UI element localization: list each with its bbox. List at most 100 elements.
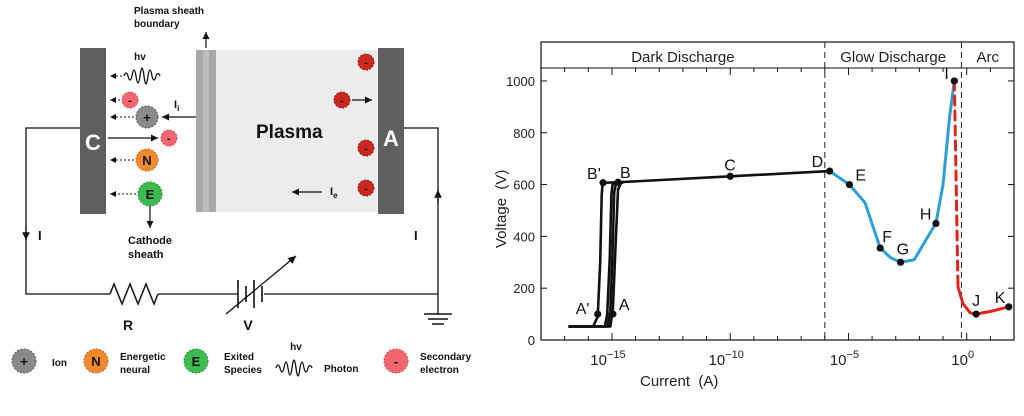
- point-label-5: D: [812, 154, 824, 171]
- point-marker-6: [845, 180, 854, 189]
- y-tick-label-2: 400: [513, 229, 535, 244]
- discharge-schematic: C A Plasma Plasma sheath boundary hv - +…: [22, 6, 452, 333]
- chart-series: [568, 79, 1011, 328]
- point-marker-4: [726, 172, 734, 180]
- legend-electron-label-line2: electron: [420, 365, 459, 376]
- x-tick-label-3: 100: [951, 349, 974, 369]
- neutral-particle-icon: [135, 148, 159, 172]
- point-label-12: K: [995, 290, 1006, 307]
- point-label-0: A': [576, 301, 590, 318]
- legend-electron-label-line1: Secondary: [420, 352, 472, 363]
- ground-icon: [424, 294, 452, 325]
- legend-photon-icon: [275, 359, 313, 377]
- y-tick-label-0: 0: [528, 333, 535, 348]
- point-marker-9: [932, 219, 940, 228]
- x-axis-label: Current (A): [640, 373, 718, 390]
- anode-electron-symbol-1: -: [364, 58, 367, 69]
- cathode-sheath-label-line1: Cathode: [128, 235, 172, 247]
- emitted-electron-icon: [160, 129, 178, 147]
- point-marker-5: [826, 167, 834, 175]
- photon-wave-icon: [123, 67, 161, 85]
- chart-points: A' A B' B C D E FG H I J K: [576, 66, 1013, 318]
- source-label: V: [243, 317, 253, 333]
- secondary-electron-symbol: -: [128, 95, 132, 107]
- x-tick-label-1: 10−10: [709, 349, 744, 369]
- point-label-10: I: [944, 66, 948, 83]
- plasma-label: Plasma: [256, 122, 323, 143]
- anode-letter: A: [383, 126, 399, 151]
- legend-photon-symbol: hv: [290, 342, 302, 353]
- legend-electron-symbol: -: [394, 354, 398, 369]
- legend: + Ion N Energetic neural E Exited Specie…: [11, 342, 472, 377]
- legend-electron-icon: [383, 348, 409, 374]
- y-axis-label: Voltage (V): [493, 170, 510, 248]
- region-label-0: Dark Discharge: [631, 49, 734, 66]
- anode-electron-icon-4: [357, 179, 375, 197]
- point-label-9: H: [920, 206, 932, 223]
- anode-electron-icon-2: [333, 91, 351, 109]
- point-marker-7: [876, 244, 884, 252]
- anode-electron-symbol-3: -: [364, 144, 367, 155]
- plasma-sheath-bar-inner: [203, 50, 209, 212]
- emitted-electron-symbol: -: [167, 133, 171, 145]
- point-label-3: B: [620, 165, 631, 182]
- legend-ion-label: Ion: [52, 358, 67, 369]
- point-marker-2: [599, 179, 607, 187]
- ion-particle-symbol: +: [143, 110, 151, 125]
- y-tick-label-5: 1000: [506, 74, 535, 89]
- legend-neutral-label-line2: neural: [120, 365, 150, 376]
- electron-current-label: Ie: [330, 186, 338, 200]
- x-axis-ticks: 10−15 10−10 10−5 100: [564, 68, 991, 369]
- sheath-boundary-label-line1: Plasma sheath: [134, 6, 204, 17]
- sheath-boundary-label-line2: boundary: [134, 19, 180, 30]
- point-label-11: J: [972, 293, 980, 310]
- legend-excited-label-line2: Species: [224, 365, 262, 376]
- point-label-8: G: [897, 241, 909, 258]
- variable-source-icon: [225, 255, 297, 315]
- anode-electrode: [378, 48, 404, 214]
- resistor-icon: [109, 281, 159, 307]
- region-headers: Dark Discharge Glow Discharge Arc: [631, 49, 999, 66]
- anode-electron-symbol-2: -: [340, 96, 343, 107]
- circuit-current-label-right: I: [414, 228, 418, 243]
- circuit-current-label-left: I: [38, 228, 42, 243]
- legend-neutral-symbol: N: [91, 354, 100, 369]
- legend-excited-symbol: E: [192, 354, 201, 369]
- point-label-2: B': [587, 166, 601, 183]
- legend-ion-icon: [11, 348, 37, 374]
- secondary-electron-icon: [121, 91, 139, 109]
- region-label-2: Arc: [976, 49, 999, 66]
- legend-neutral-icon: [83, 348, 109, 374]
- y-tick-label-3: 600: [513, 178, 535, 193]
- point-marker-10: [950, 77, 958, 85]
- legend-neutral-label-line1: Energetic: [120, 352, 166, 363]
- resistor-label: R: [123, 317, 133, 333]
- series-arc-6: [952, 79, 960, 289]
- anode-electron-icon-3: [357, 139, 375, 157]
- point-marker-8: [896, 258, 905, 266]
- vi-chart: Dark Discharge Glow Discharge Arc 10−15 10−…: [493, 41, 1015, 390]
- cathode-letter: C: [85, 130, 101, 155]
- y-tick-label-4: 800: [513, 126, 535, 141]
- point-marker-11: [972, 310, 980, 318]
- y-tick-label-1: 200: [513, 281, 535, 296]
- anode-electron-symbol-4: -: [364, 184, 367, 195]
- region-label-1: Glow Discharge: [840, 49, 946, 66]
- point-label-7: F: [882, 229, 892, 246]
- anode-electron-icon-1: [357, 53, 375, 71]
- excited-species-symbol: E: [146, 187, 155, 202]
- cathode-electrode: [80, 48, 106, 214]
- cathode-sheath-label-line2: sheath: [128, 249, 164, 261]
- legend-excited-label-line1: Exited: [224, 352, 254, 363]
- legend-photon-label: Photon: [324, 364, 358, 375]
- legend-excited-icon: [183, 348, 209, 374]
- point-label-6: E: [855, 168, 866, 185]
- point-marker-12: [1005, 303, 1013, 311]
- series-glow-5: [828, 79, 956, 264]
- point-label-4: C: [724, 157, 736, 174]
- point-marker-1: [609, 310, 617, 318]
- circuit-wire-left: [25, 127, 110, 295]
- point-label-1: A: [619, 297, 630, 314]
- x-tick-label-2: 10−5: [830, 349, 859, 369]
